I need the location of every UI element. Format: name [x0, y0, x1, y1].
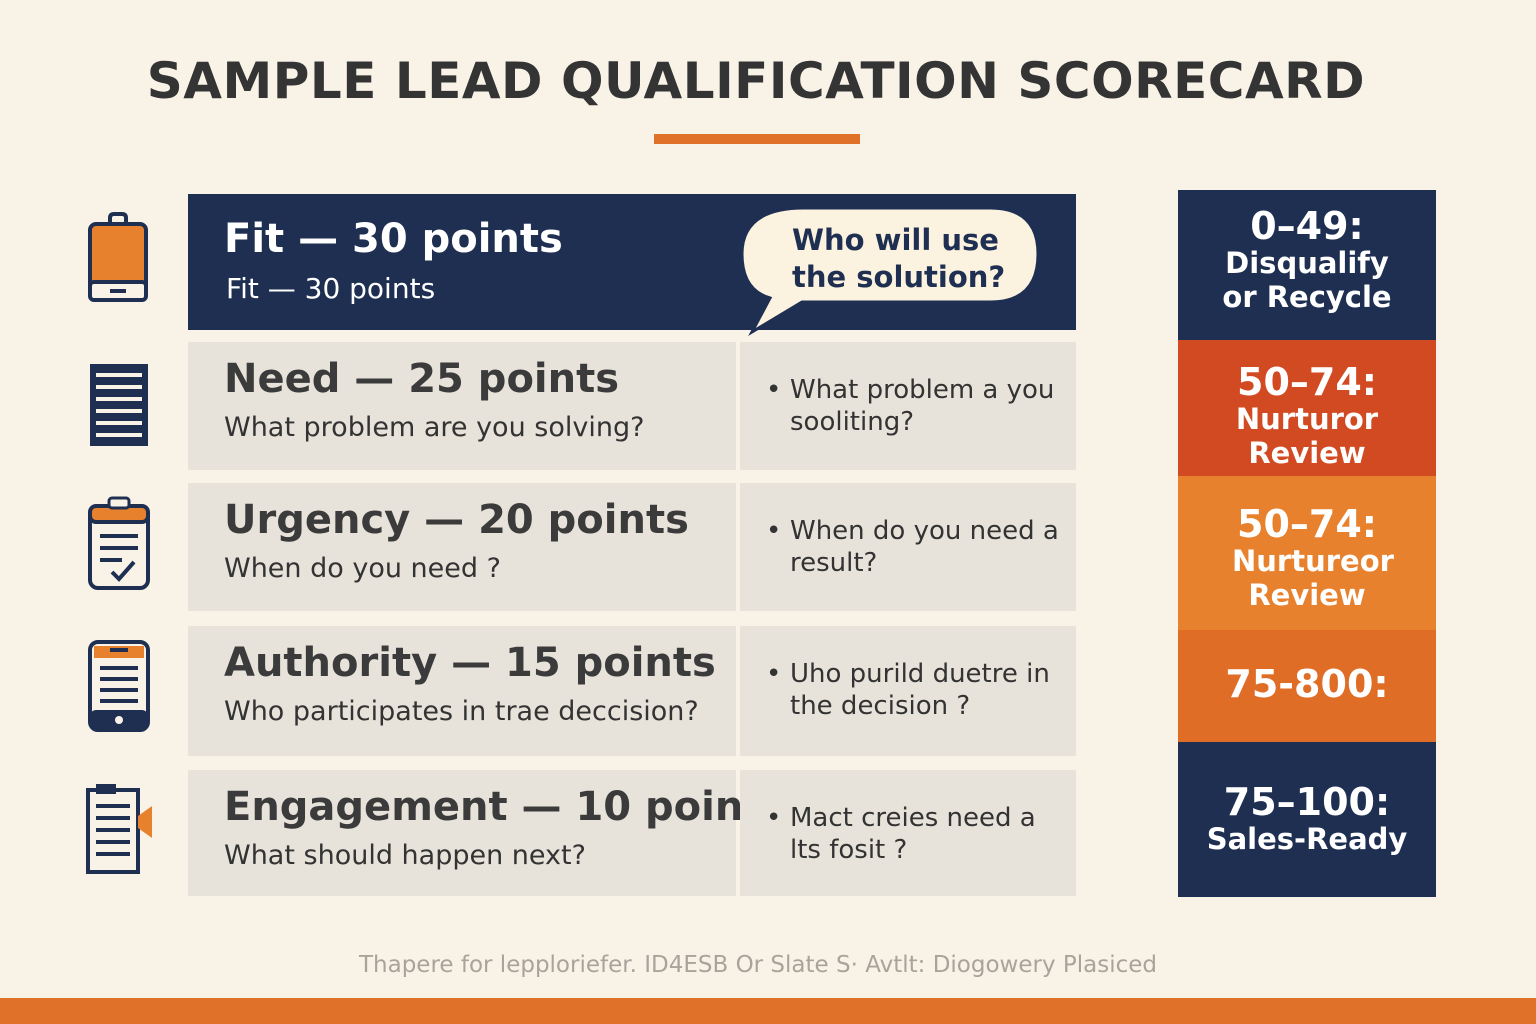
title-underline — [654, 134, 860, 144]
score-band-sales-ready: 75–100: Sales-Ready — [1178, 742, 1436, 897]
speech-bubble-text: Who will use the solution? — [792, 223, 1006, 294]
score-range: 50–74: — [1237, 360, 1377, 404]
page-title: SAMPLE LEAD QUALIFICATION SCORECARD — [146, 52, 1366, 110]
criterion-row-fit: Fit — 30 points Fit — 30 points — [188, 194, 1076, 330]
criterion-question-urgency: • When do you need a result? — [740, 483, 1076, 611]
footnote: Thapere for lepploriefer. ID4ESB Or Slat… — [358, 952, 1158, 978]
criterion-heading: Authority — 15 points — [224, 640, 716, 686]
score-band-nurture-2: 50–74: Nurtureor Review — [1178, 476, 1436, 630]
criterion-question-engagement: • Mact creies need a lts fosit ? — [740, 770, 1076, 896]
criterion-row-urgency: Urgency — 20 points When do you need ? — [188, 483, 736, 611]
criterion-subheading: What problem are you solving? — [224, 412, 645, 443]
tablet-bag-icon — [82, 210, 154, 306]
criterion-question-need: • What problem a you sooliting? — [740, 342, 1076, 470]
score-band-nurture-1: 50–74: Nurturor Review — [1178, 340, 1436, 476]
score-range: 75-800: — [1225, 662, 1389, 706]
score-label: Nurturor Review — [1235, 402, 1379, 470]
score-label: Sales-Ready — [1206, 822, 1408, 856]
criterion-subheading: Who participates in trae deccision? — [224, 696, 699, 727]
clipboard-check-icon — [82, 494, 154, 590]
criterion-heading: Engagement — 10 points — [224, 784, 787, 830]
score-label: Nurtureor Review — [1232, 544, 1394, 612]
criterion-heading: Need — 25 points — [224, 356, 620, 402]
list-item: • Mact creies need a lts fosit ? — [766, 803, 1036, 865]
criterion-subheading: When do you need ? — [224, 553, 501, 584]
document-lines-icon — [82, 356, 154, 452]
score-band-range: 75-800: — [1178, 630, 1436, 742]
criterion-subheading: What should happen next? — [224, 840, 586, 871]
list-item: • Uho purild duetre in the decision ? — [766, 659, 1050, 721]
score-band-disqualify: 0–49: Disqualify or Recycle — [1178, 190, 1436, 340]
score-range: 75–100: — [1223, 780, 1391, 824]
criterion-row-need: Need — 25 points What problem are you so… — [188, 342, 736, 470]
list-item: • When do you need a result? — [766, 516, 1059, 578]
bottom-bar — [0, 998, 1536, 1024]
list-item: • What problem a you sooliting? — [766, 375, 1055, 437]
speech-bubble: Who will use the solution? — [740, 204, 1046, 338]
criterion-question-authority: • Uho purild duetre in the decision ? — [740, 626, 1076, 756]
criterion-subheading: Fit — 30 points — [226, 272, 436, 305]
criterion-heading: Urgency — 20 points — [224, 497, 689, 543]
score-label: Disqualify or Recycle — [1222, 246, 1392, 314]
tablet-document-icon — [82, 638, 154, 734]
score-range: 0–49: — [1250, 204, 1364, 248]
criterion-row-authority: Authority — 15 points Who participates i… — [188, 626, 736, 756]
criterion-row-engagement: Engagement — 10 points What should happe… — [188, 770, 786, 896]
document-video-icon — [82, 780, 154, 876]
score-range: 50–74: — [1237, 502, 1377, 546]
criterion-heading: Fit — 30 points — [224, 216, 563, 262]
